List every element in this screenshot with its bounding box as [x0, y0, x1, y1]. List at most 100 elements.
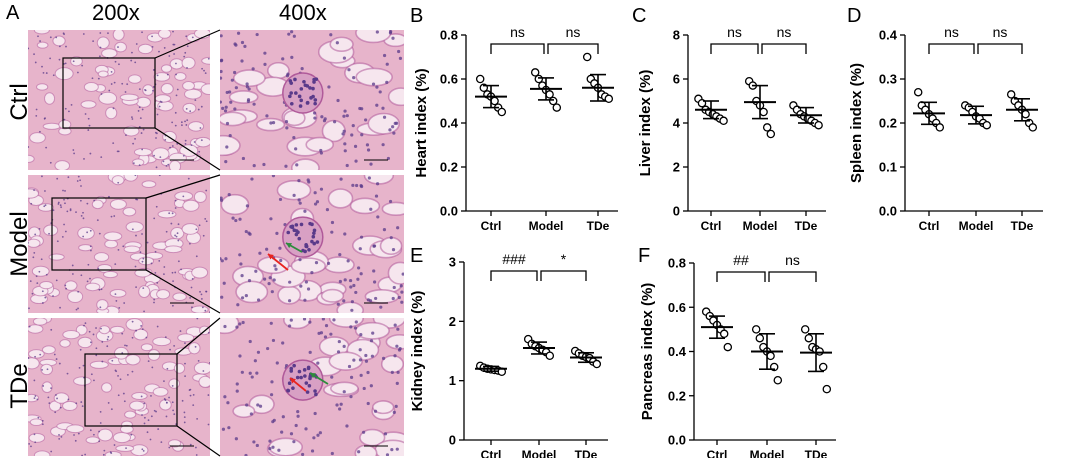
- y-tick-label: 1: [449, 373, 456, 388]
- chart-pancreas-index: F 0.0 0.2 0.4 0.6 0.8 Pancreas index (%) Ctrl Mo…: [638, 245, 836, 458]
- data-point: [818, 362, 828, 372]
- significance-bracket: [928, 43, 975, 54]
- red-arrow-head: [290, 378, 296, 384]
- y-tick-label: 3: [449, 255, 456, 270]
- x-tick-label-tde: TDe: [805, 448, 828, 458]
- y-tick-label: 0.2: [440, 160, 458, 175]
- y-tick-label: 0.4: [668, 344, 687, 359]
- y-axis-label: Spleen index (%): [848, 63, 865, 183]
- green-arrow-head: [310, 373, 316, 379]
- y-tick-label: 0.1: [879, 160, 897, 175]
- y-tick-label: 4: [673, 116, 681, 131]
- data-point: [766, 351, 775, 361]
- y-tick-label: 0.4: [440, 116, 459, 131]
- x-tick-label-model: Model: [529, 219, 564, 233]
- micrograph-ctrl-400x: [220, 30, 404, 170]
- x-tick-label-model: Model: [959, 219, 994, 233]
- data-point: [759, 107, 768, 117]
- panel-label-d: D: [847, 5, 861, 27]
- chart-heart-index: B 0.0 0.2 0.4 0.6 0.8 Heart index (%) Ctrl Model…: [410, 5, 618, 233]
- data-point: [815, 347, 824, 356]
- chart-liver-index: C 0 2 4 6 8 Liver index (%) Ctrl Model TDe ns ns: [632, 5, 826, 233]
- x-tick-label-model: Model: [743, 219, 778, 233]
- data-point: [913, 87, 923, 97]
- data-point: [762, 123, 772, 132]
- x-tick-label-model: Model: [522, 448, 557, 458]
- x-tick-label-ctrl: Ctrl: [707, 448, 728, 458]
- magnification-200x: 200x: [92, 0, 140, 25]
- red-arrow-head: [268, 254, 274, 260]
- significance-label: ns: [944, 24, 959, 40]
- data-point: [773, 376, 783, 385]
- data-point: [800, 325, 810, 334]
- zoom-connector: [154, 127, 221, 171]
- y-tick-label: 0.0: [668, 433, 686, 448]
- data-point: [1006, 90, 1016, 99]
- significance-label: ns: [727, 24, 742, 40]
- y-tick-label: 0.0: [879, 204, 897, 219]
- magnification-400x: 400x: [279, 0, 327, 25]
- x-tick-label-tde: TDe: [587, 219, 610, 233]
- significance-label: *: [561, 251, 567, 267]
- micrograph-grid: [28, 29, 404, 457]
- x-tick-label-ctrl: Ctrl: [919, 219, 940, 233]
- zoom-connector: [176, 425, 221, 457]
- significance-label: ###: [502, 251, 526, 267]
- significance-bracket: [490, 270, 538, 281]
- y-axis-label: Pancreas index (%): [639, 283, 656, 421]
- data-point: [1028, 123, 1038, 132]
- zoom-connector: [145, 174, 221, 199]
- y-axis-label: Liver index (%): [637, 70, 654, 177]
- significance-bracket: [716, 271, 766, 282]
- data-point: [582, 52, 592, 62]
- data-point: [719, 329, 729, 339]
- data-point: [822, 384, 832, 394]
- data-point: [1021, 109, 1030, 119]
- significance-bracket: [768, 271, 817, 282]
- data-point: [604, 94, 614, 104]
- significance-label: ##: [733, 252, 749, 268]
- significance-bracket: [490, 43, 545, 54]
- significance-bracket: [547, 43, 599, 54]
- significance-bracket: [710, 43, 759, 54]
- micrograph-panel: A 200x 400x Ctrl Model TDe: [0, 0, 410, 458]
- zoom-connector: [154, 29, 221, 59]
- significance-label: ns: [510, 24, 525, 40]
- y-tick-label: 2: [449, 314, 456, 329]
- y-axis-label: Heart index (%): [413, 68, 430, 177]
- x-tick-label-model: Model: [750, 448, 785, 458]
- micrograph-model-400x: [220, 175, 404, 313]
- significance-label: ns: [566, 24, 581, 40]
- micrograph-tde-200x: [28, 318, 210, 456]
- zoom-box: [51, 197, 147, 271]
- x-tick-label-ctrl: Ctrl: [481, 219, 502, 233]
- panel-label-e: E: [410, 245, 423, 267]
- data-point: [723, 342, 733, 352]
- significance-label: ns: [777, 24, 792, 40]
- y-tick-label: 0.4: [879, 28, 898, 43]
- data-point: [719, 116, 728, 126]
- green-arrow-head: [286, 243, 292, 249]
- data-point: [552, 103, 562, 112]
- data-point: [545, 351, 555, 360]
- data-point: [935, 123, 945, 132]
- y-tick-label: 8: [673, 28, 680, 43]
- y-tick-label: 2: [673, 160, 680, 175]
- y-tick-label: 0.2: [668, 388, 686, 403]
- y-tick-label: 0.3: [879, 72, 897, 87]
- y-axis-label: Kidney index (%): [409, 291, 426, 412]
- data-point: [982, 120, 992, 130]
- x-tick-label-ctrl: Ctrl: [701, 219, 722, 233]
- x-tick-label-tde: TDe: [575, 448, 598, 458]
- y-tick-label: 0: [673, 204, 680, 219]
- significance-label: ns: [993, 24, 1008, 40]
- micrograph-tde-400x: [220, 318, 404, 456]
- panel-label-b: B: [410, 5, 423, 27]
- micrograph-model-200x: [28, 175, 210, 313]
- x-tick-label-ctrl: Ctrl: [481, 448, 502, 458]
- data-point: [497, 107, 507, 117]
- y-tick-label: 0.0: [440, 204, 458, 219]
- data-point: [804, 333, 814, 343]
- y-tick-label: 0.8: [440, 28, 458, 43]
- y-tick-label: 0.6: [440, 72, 458, 87]
